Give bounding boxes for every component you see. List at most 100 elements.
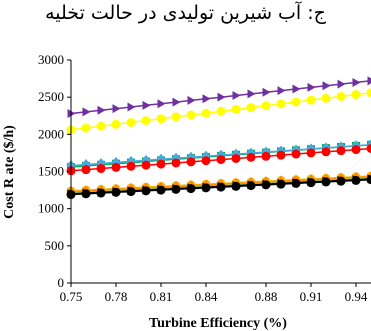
y-tick-label: 0 [58, 275, 65, 290]
data-point [321, 147, 331, 157]
data-point [322, 81, 331, 91]
data-point [291, 97, 301, 107]
data-point [351, 145, 361, 155]
data-point [367, 76, 371, 86]
data-point [231, 104, 241, 114]
data-point [261, 151, 271, 161]
data-point [216, 106, 226, 116]
data-point [336, 146, 346, 156]
data-point [186, 184, 196, 194]
x-tick-label: 0.84 [195, 289, 218, 304]
data-point [156, 114, 166, 124]
y-tick-label: 1500 [38, 164, 64, 179]
data-point [96, 164, 106, 174]
data-point [171, 184, 181, 194]
series-4 [66, 143, 371, 176]
data-point [156, 159, 166, 169]
data-point [336, 176, 346, 186]
data-point [291, 149, 301, 159]
data-point [141, 186, 151, 196]
x-tick-label: 0.78 [105, 289, 128, 304]
data-point [261, 180, 271, 190]
data-point [321, 93, 331, 103]
data-point [96, 188, 106, 198]
data-point [126, 117, 136, 127]
data-point [306, 95, 316, 105]
data-point [337, 79, 346, 89]
data-point [96, 121, 106, 131]
data-point [231, 153, 241, 163]
data-point [291, 178, 301, 188]
data-point [202, 94, 211, 104]
data-point [276, 179, 286, 189]
data-point [292, 84, 301, 94]
data-point [112, 104, 121, 114]
axes-layer: 0 500 1000 1500 2000 2500 3000 0.75 0.78 0.81 0.84… [38, 52, 371, 304]
data-point [111, 187, 121, 197]
data-point [306, 148, 316, 158]
data-point [171, 112, 181, 122]
series-0 [67, 76, 371, 119]
data-point [276, 150, 286, 160]
data-point [186, 110, 196, 120]
data-point [232, 91, 241, 101]
series-9 [66, 175, 371, 200]
data-point [187, 95, 196, 105]
data-point [171, 158, 181, 168]
x-tick-label: 0.91 [300, 289, 323, 304]
data-point [246, 181, 256, 191]
series-1 [66, 88, 371, 135]
data-point [262, 87, 271, 97]
data-point [97, 105, 106, 115]
data-point [201, 156, 211, 166]
y-tick-label: 2000 [38, 126, 64, 141]
data-point [126, 161, 136, 171]
data-point [216, 182, 226, 192]
y-axis-label: Cost R ate ($/h) [2, 125, 17, 219]
data-point [321, 177, 331, 187]
data-point [217, 92, 226, 102]
data-point [82, 107, 91, 117]
data-point [111, 162, 121, 172]
data-point [276, 99, 286, 109]
data-point [246, 152, 256, 162]
data-point [306, 178, 316, 188]
y-tick-label: 1000 [38, 201, 64, 216]
data-point [201, 183, 211, 193]
data-point [81, 123, 91, 133]
series-layer [66, 76, 371, 200]
data-point [81, 165, 91, 175]
data-point [81, 189, 91, 199]
x-tick-label: 0.81 [150, 289, 173, 304]
data-point [277, 86, 286, 96]
y-tick-label: 2500 [38, 89, 64, 104]
data-point [127, 102, 136, 112]
data-point [261, 101, 271, 111]
data-point [366, 143, 371, 153]
data-point [231, 181, 241, 191]
data-point [336, 91, 346, 101]
data-point [141, 160, 151, 170]
data-point [246, 103, 256, 113]
data-point [201, 108, 211, 118]
data-point [186, 157, 196, 167]
data-point [141, 116, 151, 126]
data-point [111, 119, 121, 129]
data-point [351, 90, 361, 100]
data-point [216, 155, 226, 165]
data-point [157, 99, 166, 109]
data-point [351, 175, 361, 185]
data-point [307, 82, 316, 92]
data-point [352, 77, 361, 87]
data-point [142, 100, 151, 110]
data-point [366, 88, 371, 98]
x-tick-label: 0.94 [345, 289, 368, 304]
data-point [156, 185, 166, 195]
chart-title: ج: آب شیرین تولیدی در حالت تخلیه [45, 2, 326, 24]
data-point [366, 175, 371, 185]
x-tick-label: 0.75 [60, 289, 83, 304]
x-axis-label: Turbine Efficiency (%) [149, 316, 287, 331]
y-tick-label: 500 [45, 238, 65, 253]
